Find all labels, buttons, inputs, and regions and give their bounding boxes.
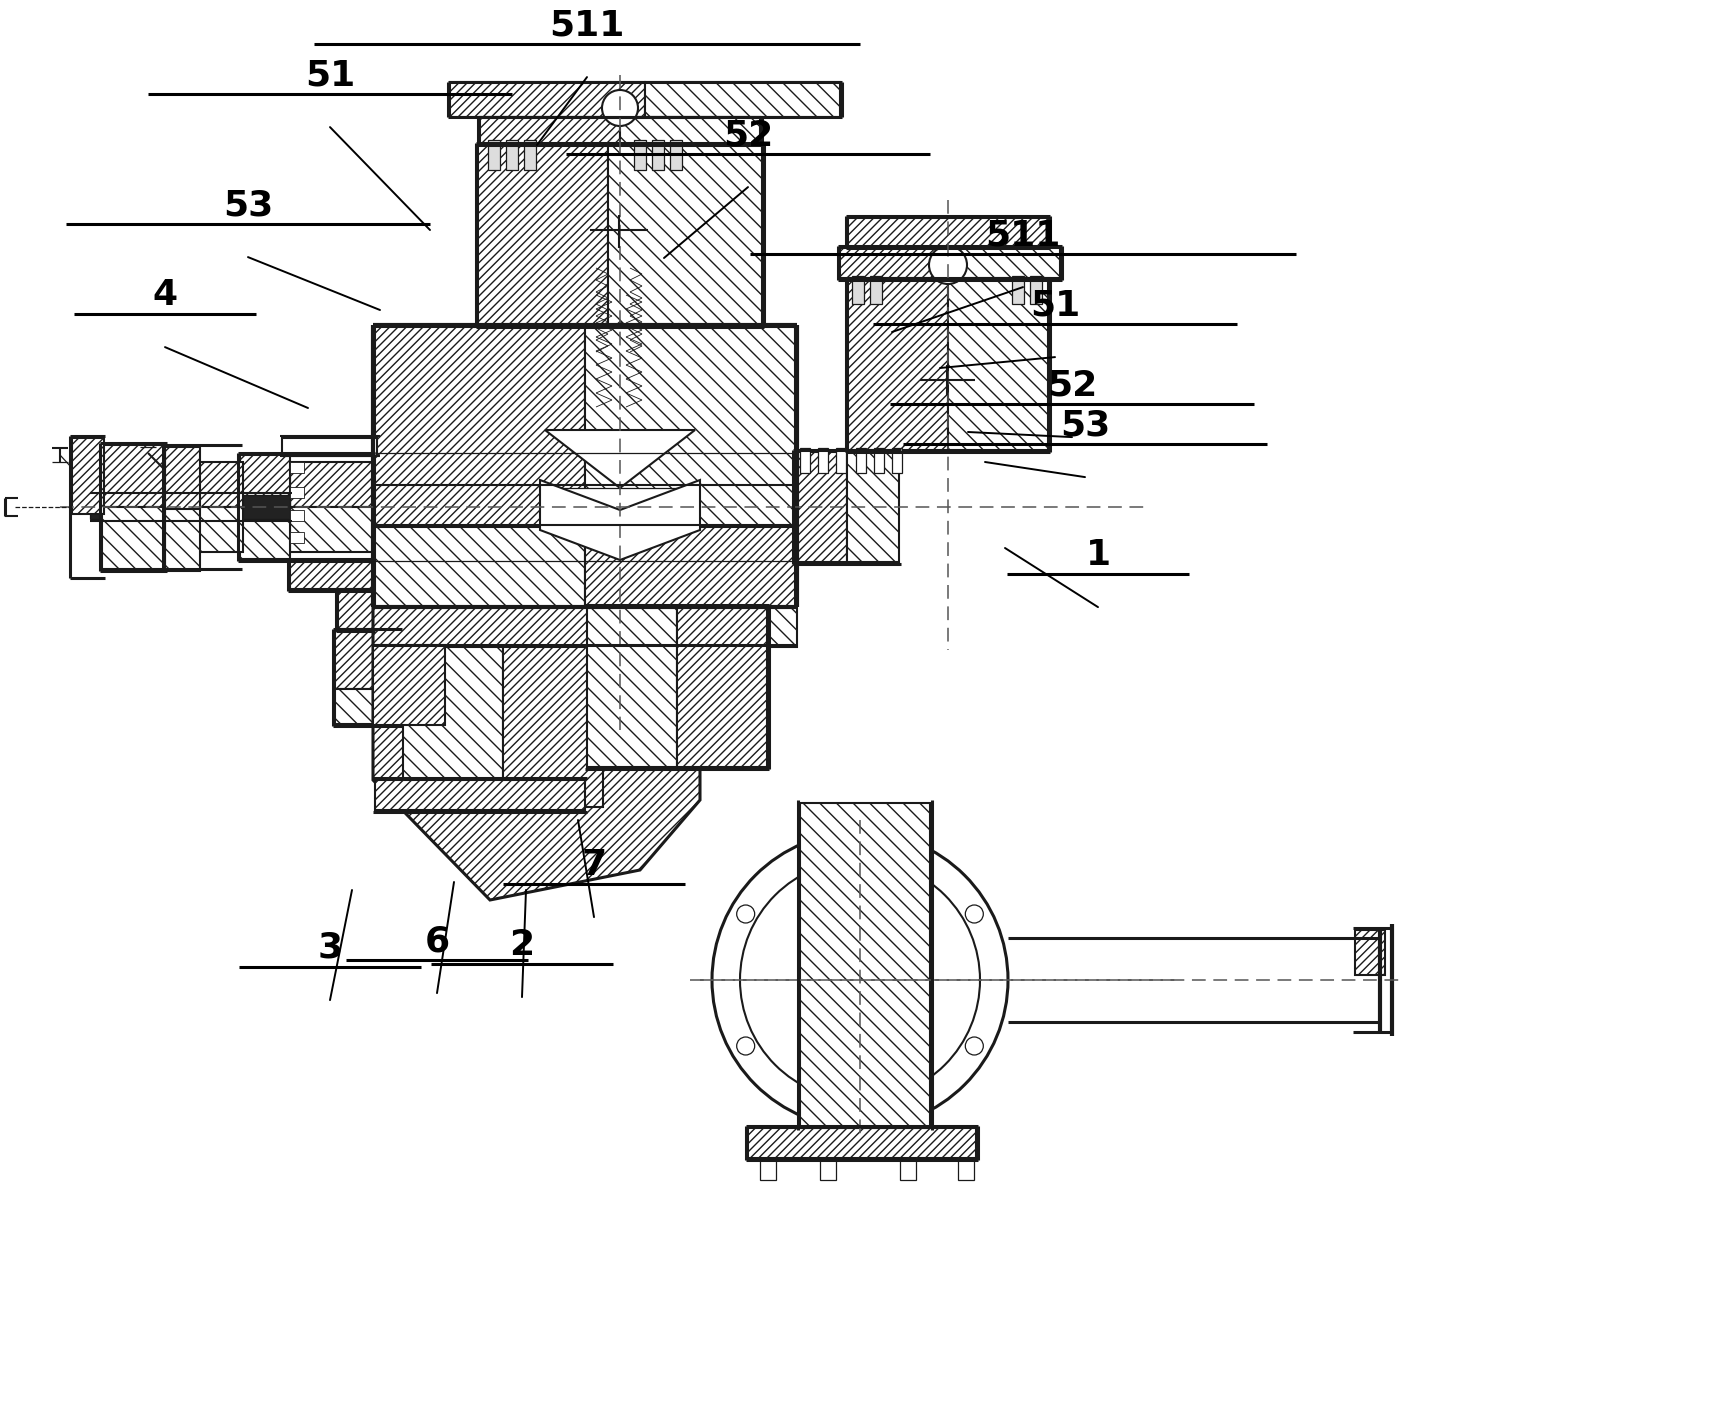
Bar	[90, 495, 289, 519]
Bar	[554, 488, 684, 509]
Bar	[376, 780, 585, 809]
Bar	[289, 560, 372, 589]
Bar	[1011, 276, 1024, 304]
Bar	[795, 451, 847, 562]
Bar	[840, 248, 960, 277]
Bar	[102, 444, 165, 507]
Text: 53: 53	[1060, 408, 1110, 441]
Circle shape	[712, 832, 1008, 1128]
Bar	[634, 140, 646, 170]
Bar	[241, 507, 289, 559]
Bar	[289, 507, 372, 552]
Text: 1: 1	[1086, 538, 1110, 572]
Circle shape	[850, 839, 869, 857]
Circle shape	[740, 860, 980, 1099]
Polygon shape	[580, 323, 660, 359]
Bar	[102, 507, 165, 569]
Bar	[376, 327, 585, 526]
Bar	[372, 607, 584, 647]
Bar	[587, 607, 677, 767]
Bar	[502, 647, 603, 807]
Bar	[196, 507, 242, 552]
Bar	[677, 607, 767, 767]
Text: 51: 51	[305, 58, 355, 92]
Circle shape	[965, 1037, 984, 1056]
Bar	[644, 82, 840, 117]
Text: 4: 4	[152, 277, 178, 311]
Bar	[670, 140, 682, 170]
Bar	[241, 456, 289, 507]
Text: 53: 53	[223, 188, 274, 222]
Text: 51: 51	[1031, 289, 1081, 323]
Bar	[525, 140, 535, 170]
Bar	[869, 276, 882, 304]
Bar	[338, 591, 372, 630]
Bar	[289, 463, 372, 507]
Bar	[856, 449, 866, 473]
Bar	[334, 689, 400, 724]
Bar	[165, 509, 199, 572]
Bar	[488, 140, 501, 170]
Bar	[584, 607, 797, 647]
Bar	[875, 449, 883, 473]
Text: 511: 511	[986, 218, 1060, 252]
Circle shape	[736, 1037, 755, 1056]
Text: 7: 7	[582, 848, 606, 882]
Bar	[818, 449, 828, 473]
Bar	[73, 439, 104, 514]
Polygon shape	[546, 430, 695, 488]
Bar	[849, 218, 1048, 248]
Bar	[282, 439, 378, 456]
Bar	[852, 276, 864, 304]
Polygon shape	[372, 607, 700, 900]
Circle shape	[850, 1104, 869, 1121]
Bar	[651, 140, 663, 170]
Bar	[334, 631, 400, 689]
Text: 52: 52	[722, 117, 772, 151]
Bar	[748, 1128, 977, 1157]
Bar	[376, 526, 585, 607]
Text: 52: 52	[1046, 368, 1096, 402]
Bar	[478, 144, 608, 325]
Bar	[582, 359, 658, 376]
Circle shape	[928, 246, 966, 284]
Bar	[800, 449, 811, 473]
Bar	[585, 327, 795, 526]
Bar	[289, 532, 305, 543]
Text: 6: 6	[424, 924, 450, 958]
Bar	[289, 509, 305, 521]
Bar	[892, 449, 902, 473]
Bar	[480, 117, 620, 144]
Bar	[960, 248, 1060, 277]
Bar	[585, 526, 795, 607]
Bar	[847, 451, 899, 562]
Bar	[1031, 276, 1043, 304]
Bar	[958, 1157, 973, 1180]
Polygon shape	[540, 480, 700, 560]
Bar	[165, 447, 199, 509]
Bar	[800, 802, 930, 1128]
Bar	[608, 144, 762, 325]
Bar	[289, 463, 305, 473]
Bar	[819, 1157, 837, 1180]
Bar	[1354, 930, 1386, 975]
Bar	[620, 117, 760, 144]
Bar	[196, 463, 242, 507]
Bar	[760, 1157, 776, 1180]
Circle shape	[736, 906, 755, 923]
Circle shape	[965, 906, 984, 923]
Bar	[849, 280, 947, 450]
Bar	[837, 449, 845, 473]
Text: 2: 2	[509, 928, 535, 962]
Bar	[372, 645, 445, 724]
Text: 511: 511	[549, 8, 625, 42]
Bar	[947, 280, 1048, 450]
Bar	[450, 82, 644, 117]
Bar	[901, 1157, 916, 1180]
Bar	[404, 647, 502, 807]
Bar	[506, 140, 518, 170]
Text: 3: 3	[317, 931, 343, 965]
Circle shape	[603, 91, 637, 126]
Bar	[289, 487, 305, 498]
